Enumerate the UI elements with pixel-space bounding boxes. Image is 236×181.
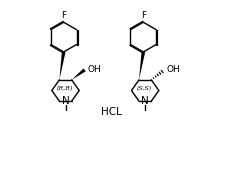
Polygon shape bbox=[59, 52, 65, 80]
Polygon shape bbox=[72, 68, 86, 80]
Text: (S,S): (S,S) bbox=[137, 87, 152, 92]
Text: N: N bbox=[141, 96, 149, 106]
Text: (R,R): (R,R) bbox=[57, 87, 73, 92]
Text: F: F bbox=[141, 11, 146, 20]
Text: F: F bbox=[61, 11, 66, 20]
Text: OH: OH bbox=[167, 65, 181, 74]
Polygon shape bbox=[139, 52, 145, 80]
Text: OH: OH bbox=[87, 65, 101, 74]
Text: HCL: HCL bbox=[101, 107, 122, 117]
Text: N: N bbox=[62, 96, 69, 106]
